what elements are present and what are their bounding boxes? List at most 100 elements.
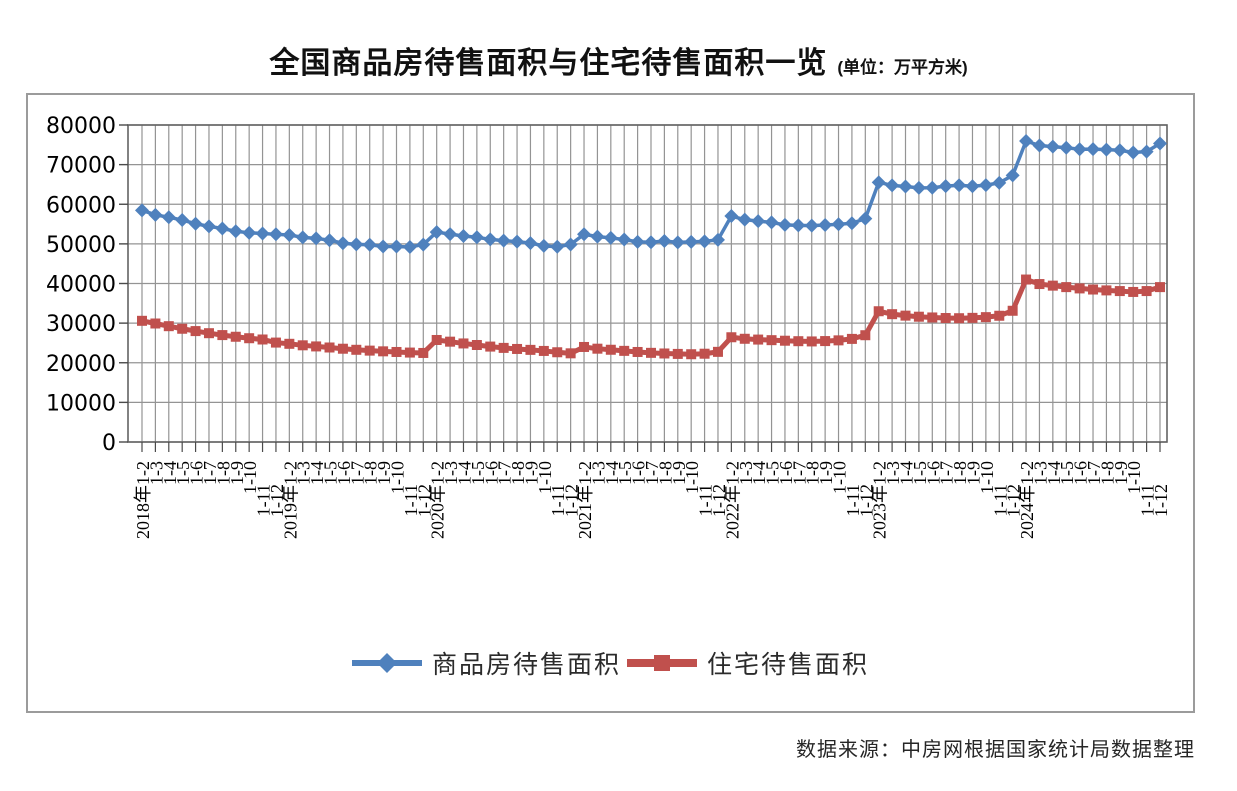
- chart-title: 全国商品房待售面积与住宅待售面积一览: [269, 47, 828, 80]
- legend-label-residential: 住宅待售面积: [707, 652, 870, 679]
- data-point-square: [445, 336, 456, 347]
- data-point-square: [994, 310, 1005, 321]
- data-point-square: [538, 345, 549, 356]
- x-axis-label: 1-8: [361, 461, 381, 485]
- y-axis-label: 50000: [46, 233, 116, 258]
- data-point-square: [873, 306, 884, 317]
- data-point-diamond: [911, 180, 926, 195]
- x-axis-label: 1-5: [173, 461, 193, 485]
- x-axis-label: 1-7: [937, 461, 957, 485]
- data-point-diamond: [938, 179, 953, 194]
- data-point-diamond: [496, 233, 511, 248]
- x-axis-label: 2021年1-2: [575, 461, 595, 539]
- x-axis-label: 1-12: [1004, 484, 1024, 517]
- data-point-square: [1074, 283, 1085, 294]
- x-axis-label: 1-12: [856, 484, 876, 517]
- data-point-square: [1061, 282, 1072, 293]
- x-axis-label: 1-11: [548, 484, 568, 516]
- data-point-square: [579, 341, 590, 352]
- x-axis-label: 1-10: [535, 461, 555, 494]
- data-point-square: [418, 347, 429, 358]
- data-point-square: [311, 341, 322, 352]
- x-axis-label: 2020年1-2: [428, 461, 448, 539]
- data-point-square: [150, 318, 161, 329]
- x-axis-label: 1-8: [213, 461, 233, 485]
- x-axis-label: 1-6: [1071, 461, 1091, 485]
- x-axis-label: 1-3: [294, 461, 314, 485]
- data-point-diamond: [349, 237, 364, 252]
- x-axis-label: 1-10: [240, 461, 260, 494]
- x-axis-label: 1-3: [736, 461, 756, 485]
- data-point-diamond: [644, 235, 658, 250]
- y-axis-label: 0: [102, 431, 116, 456]
- data-point-diamond: [630, 234, 645, 249]
- x-axis-label: 2023年1-2: [870, 461, 890, 539]
- data-point-diamond: [697, 234, 712, 249]
- x-axis-label: 1-9: [521, 461, 541, 485]
- data-point-diamond: [992, 175, 1007, 190]
- x-axis-label: 1-9: [374, 461, 394, 485]
- data-point-diamond: [844, 216, 859, 231]
- x-axis-label: 1-11: [254, 484, 274, 516]
- data-point-square: [552, 347, 563, 358]
- x-axis-label: 1-12: [709, 484, 729, 517]
- x-axis-label: 1-11: [1138, 484, 1158, 516]
- data-point-square: [739, 333, 750, 344]
- data-point-diamond: [871, 175, 886, 190]
- x-axis-label: 1-4: [160, 461, 180, 485]
- data-point-square: [712, 346, 723, 357]
- x-axis-label: 1-12: [562, 484, 582, 517]
- chart-unit-label: (单位：万平方米): [837, 58, 968, 77]
- legend-swatch-residential: [627, 655, 697, 671]
- data-point-diamond: [416, 237, 431, 252]
- x-axis-label: 1-8: [508, 461, 528, 485]
- data-point-diamond: [282, 227, 297, 242]
- data-point-square: [203, 328, 214, 339]
- x-axis-label: 1-7: [495, 461, 515, 485]
- data-point-diamond: [804, 218, 819, 233]
- data-point-diamond: [777, 217, 792, 232]
- x-axis-label: 1-4: [749, 461, 769, 485]
- data-point-square: [927, 312, 938, 323]
- data-point-square: [324, 342, 335, 353]
- data-point-diamond: [335, 236, 350, 251]
- data-point-diamond: [201, 219, 216, 234]
- data-point-diamond: [510, 234, 525, 249]
- data-point-diamond: [242, 225, 257, 240]
- data-point-diamond: [469, 230, 484, 245]
- data-point-square: [806, 336, 817, 347]
- x-axis-label: 1-3: [1030, 461, 1050, 485]
- data-point-diamond: [483, 232, 498, 247]
- data-point-square: [632, 346, 643, 357]
- x-axis-label: 1-5: [615, 461, 635, 485]
- data-point-diamond: [1045, 139, 1060, 154]
- legend-label-commercial: 商品房待售面积: [431, 652, 621, 679]
- data-point-square: [498, 342, 509, 353]
- x-axis-label: 1-4: [454, 461, 474, 485]
- x-axis-label: 1-11: [990, 484, 1010, 516]
- data-point-square: [1101, 285, 1112, 296]
- data-point-diamond: [617, 232, 632, 247]
- line-chart: 0 10000 20000 30000 40000 50000 60000 70000 8000…: [46, 114, 1171, 539]
- data-point-square: [270, 337, 281, 348]
- x-axis-label: 1-5: [1057, 461, 1077, 485]
- x-axis-label: 1-6: [481, 461, 501, 485]
- data-point-diamond: [978, 178, 993, 193]
- x-axis-label: 1-10: [830, 461, 850, 494]
- data-point-square: [230, 331, 241, 342]
- legend-item-residential: 住宅待售面积: [627, 645, 869, 681]
- data-point-square: [512, 343, 523, 354]
- data-point-diamond: [135, 203, 149, 218]
- data-point-square: [471, 339, 482, 350]
- data-point-square: [900, 310, 911, 321]
- data-point-diamond: [389, 239, 404, 254]
- data-point-diamond: [858, 211, 873, 226]
- data-point-square: [887, 309, 898, 320]
- data-point-square: [1088, 284, 1099, 295]
- data-point-square: [686, 349, 697, 360]
- data-point-diamond: [1126, 145, 1141, 160]
- data-point-diamond: [831, 217, 846, 232]
- x-axis-label: 1-5: [910, 461, 930, 485]
- y-axis-label: 60000: [46, 193, 116, 218]
- chart-container: 0 10000 20000 30000 40000 50000 60000 70000 8000…: [26, 93, 1195, 713]
